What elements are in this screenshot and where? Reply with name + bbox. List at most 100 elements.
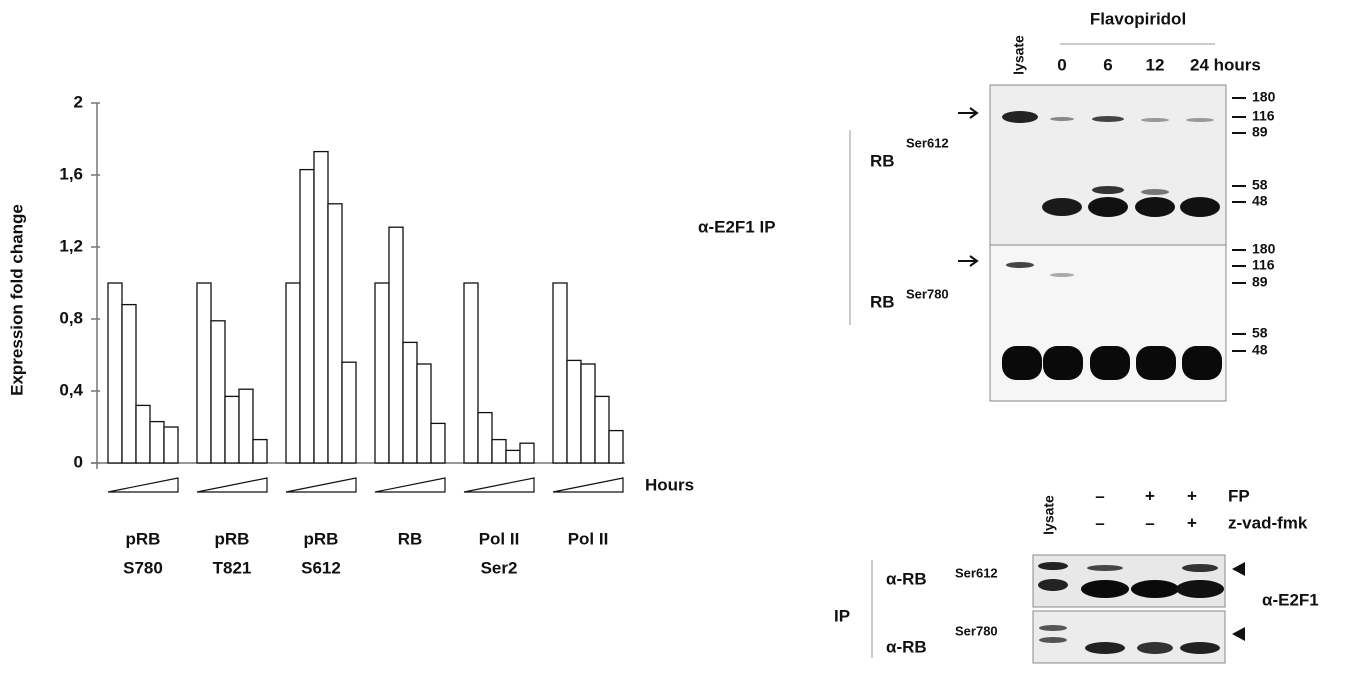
marker: 48 bbox=[1252, 342, 1268, 358]
lane-label: lysate bbox=[1041, 495, 1057, 535]
marker: 89 bbox=[1252, 274, 1268, 290]
group-label: Pol II bbox=[479, 529, 520, 548]
band bbox=[1182, 564, 1218, 572]
sign: + bbox=[1187, 513, 1197, 532]
sign: – bbox=[1095, 486, 1104, 505]
sign: + bbox=[1187, 486, 1197, 505]
lane-label: 12 bbox=[1146, 55, 1165, 74]
band bbox=[1088, 197, 1128, 217]
sign: – bbox=[1095, 513, 1104, 532]
group-label: pRB bbox=[215, 529, 250, 548]
arrow bbox=[958, 108, 977, 118]
band bbox=[1180, 197, 1220, 217]
row-label: z-vad-fmk bbox=[1228, 513, 1308, 532]
row-label: FP bbox=[1228, 486, 1250, 505]
bar bbox=[389, 227, 403, 463]
bar bbox=[225, 396, 239, 463]
bar bbox=[122, 305, 136, 463]
band bbox=[1176, 580, 1224, 598]
bar bbox=[567, 360, 581, 463]
y-tick-label: 0,4 bbox=[59, 380, 83, 399]
ip-label: IP bbox=[834, 606, 850, 625]
band bbox=[1038, 579, 1068, 591]
bar bbox=[431, 423, 445, 463]
y-tick-label: 1,6 bbox=[59, 164, 83, 183]
marker: 58 bbox=[1252, 177, 1268, 193]
blot-panel bbox=[1033, 611, 1225, 663]
y-tick-label: 1,2 bbox=[59, 236, 83, 255]
marker: 116 bbox=[1252, 108, 1275, 124]
y-label: Expression fold change bbox=[7, 204, 26, 396]
band bbox=[1141, 189, 1169, 195]
marker: 180 bbox=[1252, 89, 1276, 105]
band bbox=[1050, 273, 1074, 277]
bar bbox=[553, 283, 567, 463]
antibody: α-RB bbox=[886, 637, 927, 656]
bar bbox=[150, 422, 164, 463]
blot-panel bbox=[990, 85, 1226, 245]
band bbox=[1137, 642, 1173, 654]
band bbox=[1092, 186, 1124, 194]
hours-wedge bbox=[286, 478, 356, 492]
bar bbox=[506, 450, 520, 463]
bar bbox=[464, 283, 478, 463]
band bbox=[1042, 198, 1082, 216]
marker: 180 bbox=[1252, 241, 1276, 257]
bar bbox=[239, 389, 253, 463]
group-label: Pol II bbox=[568, 529, 609, 548]
bar bbox=[492, 440, 506, 463]
band bbox=[1043, 346, 1083, 380]
lane-label: 24 hours bbox=[1190, 55, 1261, 74]
lane-label: lysate bbox=[1011, 35, 1027, 75]
marker: 58 bbox=[1252, 325, 1268, 341]
band bbox=[1038, 562, 1068, 570]
blot-top: lysate Flavopiridol 0 6 12 24 hours α-E2… bbox=[698, 9, 1276, 401]
blot-bottom: lysate – + + FP – – + z-vad-fmk IP α-E2F… bbox=[834, 486, 1319, 663]
hours-wedge bbox=[375, 478, 445, 492]
bar bbox=[581, 364, 595, 463]
group-label: RB bbox=[398, 529, 423, 548]
arrow bbox=[958, 256, 977, 266]
bar bbox=[286, 283, 300, 463]
bar bbox=[595, 396, 609, 463]
group-label: pRB bbox=[126, 529, 161, 548]
marker: 116 bbox=[1252, 257, 1275, 273]
lane-label: 6 bbox=[1103, 55, 1112, 74]
site: Ser780 bbox=[955, 623, 998, 638]
band bbox=[1135, 197, 1175, 217]
arrowhead bbox=[1232, 562, 1245, 576]
bar bbox=[108, 283, 122, 463]
figure: Expression fold change Hours lysate Fla bbox=[0, 0, 1355, 672]
bar bbox=[136, 405, 150, 463]
band bbox=[1092, 116, 1124, 122]
bar bbox=[478, 413, 492, 463]
site: Ser612 bbox=[906, 135, 949, 150]
band bbox=[1039, 625, 1067, 631]
group-label: T821 bbox=[213, 558, 252, 577]
sign: + bbox=[1145, 486, 1155, 505]
page: Expression fold change Hours lysate Fla bbox=[0, 0, 1355, 677]
band bbox=[1141, 118, 1169, 122]
hours-wedge bbox=[553, 478, 623, 492]
bar bbox=[342, 362, 356, 463]
band bbox=[1186, 118, 1214, 122]
lane-label: 0 bbox=[1057, 55, 1066, 74]
y-tick-label: 0 bbox=[74, 452, 83, 471]
band bbox=[1090, 346, 1130, 380]
band bbox=[1085, 642, 1125, 654]
bar bbox=[314, 152, 328, 463]
hours-wedge bbox=[464, 478, 534, 492]
group-label: S780 bbox=[123, 558, 163, 577]
band bbox=[1002, 346, 1042, 380]
band bbox=[1131, 580, 1179, 598]
marker: 89 bbox=[1252, 124, 1268, 140]
marker: 48 bbox=[1252, 193, 1268, 209]
marker-ticks bbox=[1232, 98, 1246, 351]
bar bbox=[609, 431, 623, 463]
y-tick-label: 0,8 bbox=[59, 308, 83, 327]
site: Ser780 bbox=[906, 286, 949, 301]
bar bbox=[300, 170, 314, 463]
bar bbox=[520, 443, 534, 463]
site: Ser612 bbox=[955, 565, 998, 580]
band bbox=[1081, 580, 1129, 598]
